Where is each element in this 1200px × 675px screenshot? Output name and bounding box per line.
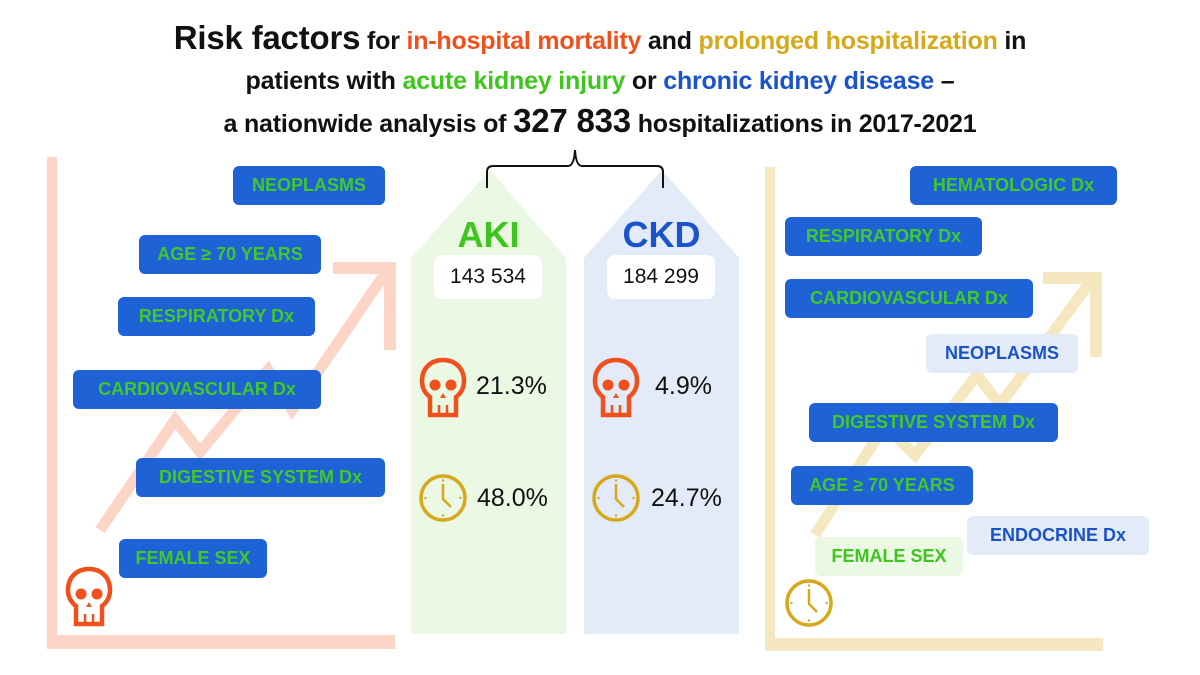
title-ckd: chronic kidney disease (663, 67, 934, 95)
clock-icon (592, 474, 640, 522)
prolonged-factor: FEMALE SEX (815, 537, 963, 576)
aki-count: 143 534 (434, 255, 542, 299)
ckd-prolonged-value: 24.7% (651, 484, 722, 512)
prolonged-factor: ENDOCRINE Dx (967, 516, 1149, 555)
skull-icon (65, 566, 113, 627)
ckd-count: 184 299 (607, 255, 715, 299)
mortality-y-axis (47, 157, 57, 649)
prolonged-factor: HEMATOLOGIC Dx (910, 166, 1117, 205)
prolonged-factor: NEOPLASMS (926, 334, 1078, 373)
prolonged-factor: DIGESTIVE SYSTEM Dx (809, 403, 1058, 442)
bracket (486, 149, 664, 188)
prolonged-y-axis (765, 167, 775, 650)
skull-icon (419, 357, 467, 418)
ckd-mortality-value: 4.9% (655, 372, 712, 400)
title-aki: acute kidney injury (402, 67, 626, 95)
skull-icon (592, 357, 640, 418)
title-emphasis: Risk factors (173, 19, 361, 56)
prolonged-factor: RESPIRATORY Dx (785, 217, 982, 256)
ckd-title: CKD (622, 214, 701, 255)
mortality-axes (47, 157, 395, 649)
title-mortality: in-hospital mortality (406, 27, 642, 55)
aki-prolonged-value: 48.0% (477, 484, 548, 512)
mortality-factor: DIGESTIVE SYSTEM Dx (136, 458, 385, 497)
mortality-factor: RESPIRATORY Dx (118, 297, 315, 336)
aki-mortality-value: 21.3% (476, 372, 547, 400)
prolonged-x-axis (765, 638, 1103, 651)
clock-icon (419, 474, 467, 522)
prolonged-factor: AGE ≥ 70 YEARS (791, 466, 973, 505)
mortality-x-axis (47, 635, 395, 649)
title-line-1: Risk factors for in-hospital mortality a… (173, 19, 1027, 56)
title-total: 327 833 (513, 102, 631, 139)
prolonged-axes (765, 167, 1103, 651)
mortality-factor: AGE ≥ 70 YEARS (139, 235, 321, 274)
page-title: Risk factors for in-hospital mortality a… (0, 18, 1200, 144)
mortality-factor: NEOPLASMS (233, 166, 385, 205)
aki-title: AKI (457, 214, 520, 255)
title-prolonged: prolonged hospitalization (698, 27, 998, 55)
mortality-factor: FEMALE SEX (119, 539, 267, 578)
clock-icon (785, 579, 833, 627)
title-line-2: patients with acute kidney injury or chr… (245, 67, 955, 95)
title-line-3: a nationwide analysis of 327 833 hospita… (223, 102, 977, 139)
mortality-factor: CARDIOVASCULAR Dx (73, 370, 321, 409)
prolonged-factor: CARDIOVASCULAR Dx (785, 279, 1033, 318)
